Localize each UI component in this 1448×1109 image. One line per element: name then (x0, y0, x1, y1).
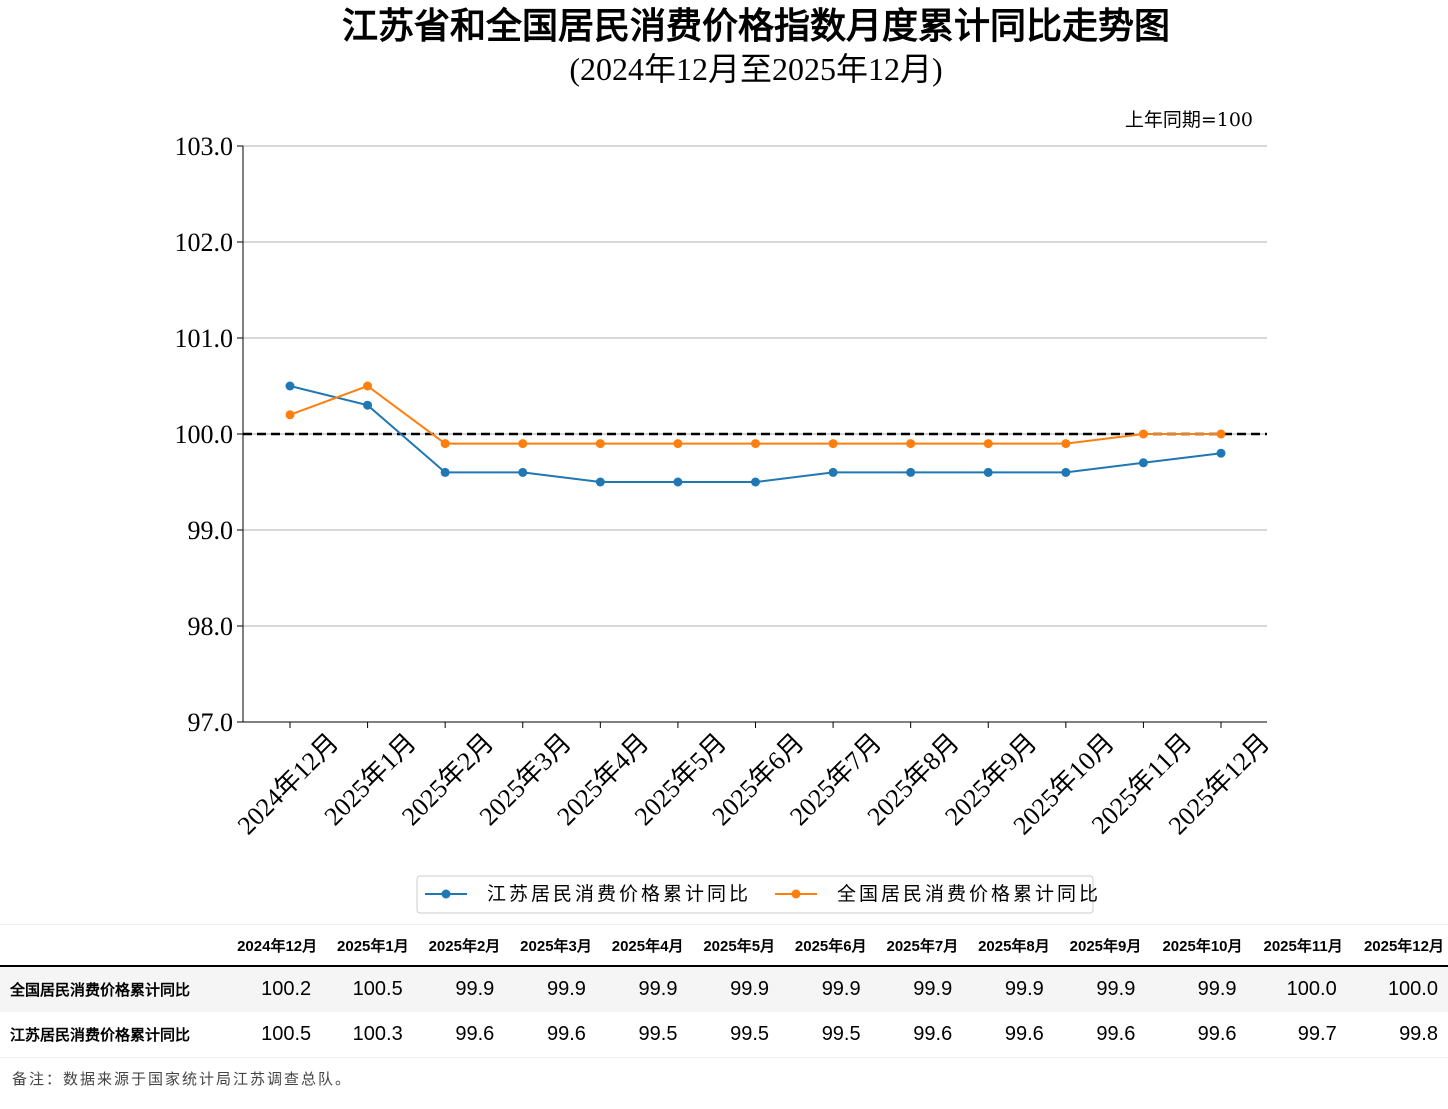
data-point (673, 477, 683, 487)
table-cell: 100.0 (1246, 966, 1347, 1012)
data-point (1061, 467, 1071, 477)
column-header: 2025年1月 (321, 924, 413, 967)
table-cell: 99.6 (1053, 1012, 1146, 1058)
legend-marker (791, 889, 801, 899)
y-tick-label: 102.0 (175, 228, 234, 257)
table-cell: 99.6 (412, 1012, 505, 1058)
chart-title: 江苏省和全国居民消费价格指数月度累计同比走势图 (342, 5, 1170, 47)
data-point (828, 467, 838, 477)
data-point (363, 400, 373, 410)
data-point (440, 467, 450, 477)
data-point (440, 439, 450, 449)
y-tick-label: 103.0 (175, 132, 234, 161)
table-cell: 99.9 (962, 966, 1054, 1012)
data-point (1216, 429, 1226, 439)
table-cell: 99.5 (595, 1012, 688, 1058)
table-cell: 99.9 (504, 966, 596, 1012)
y-tick-label: 98.0 (188, 612, 234, 641)
data-point (1061, 439, 1071, 449)
row-label: 全国居民消费价格累计同比 (0, 966, 220, 1012)
data-point (285, 381, 295, 391)
data-point (828, 439, 838, 449)
column-header: 2025年12月 (1346, 924, 1448, 967)
data-point (983, 467, 993, 477)
unit-note: 上年同期=100 (1125, 109, 1253, 131)
table-cell: 99.8 (1346, 1012, 1448, 1058)
data-point (983, 439, 993, 449)
data-point (518, 439, 528, 449)
legend-marker (441, 889, 451, 899)
column-header: 2025年10月 (1145, 924, 1247, 967)
column-header: 2025年3月 (504, 924, 596, 967)
column-header: 2025年4月 (595, 924, 688, 967)
chart-subtitle: (2024年12月至2025年12月) (569, 51, 942, 87)
data-point (518, 467, 528, 477)
data-point (363, 381, 373, 391)
table-cell: 100.5 (321, 966, 413, 1012)
table-cell: 99.5 (779, 1012, 871, 1058)
legend: 江苏居民消费价格累计同比 全国居民消费价格累计同比 (416, 875, 1101, 914)
table-cell: 100.0 (1346, 966, 1448, 1012)
column-header: 2025年2月 (412, 924, 505, 967)
data-point (1216, 448, 1226, 458)
table-cell: 99.9 (1053, 966, 1146, 1012)
table-corner (0, 924, 220, 967)
table-row: 江苏居民消费价格累计同比 100.5 100.3 99.6 99.6 99.5 99.5 99… (0, 1012, 1448, 1058)
table-cell: 100.5 (220, 1012, 322, 1058)
table-cell: 99.9 (870, 966, 963, 1012)
column-header: 2025年5月 (687, 924, 780, 967)
y-tick-label: 101.0 (175, 324, 234, 353)
data-point (595, 439, 605, 449)
row-label: 江苏居民消费价格累计同比 (0, 1012, 220, 1058)
line-chart: 江苏省和全国居民消费价格指数月度累计同比走势图 (2024年12月至2025年1… (175, 5, 1275, 914)
table-cell: 99.9 (1145, 966, 1247, 1012)
table-cell: 99.5 (687, 1012, 780, 1058)
y-tick-label: 100.0 (175, 420, 234, 449)
column-header: 2025年7月 (870, 924, 963, 967)
column-header: 2024年12月 (220, 924, 322, 967)
table-cell: 99.6 (504, 1012, 596, 1058)
table-cell: 99.6 (962, 1012, 1054, 1058)
data-point (595, 477, 605, 487)
data-point (285, 410, 295, 420)
column-header: 2025年8月 (962, 924, 1054, 967)
source-note: 备注：数据来源于国家统计局江苏调查总队。 (12, 1070, 353, 1088)
table-cell: 99.6 (1145, 1012, 1247, 1058)
data-table: 2024年12月 2025年1月 2025年2月 2025年3月 2025年4月 2025… (0, 924, 1448, 1058)
legend-label: 全国居民消费价格累计同比 (837, 883, 1101, 905)
data-point (1138, 429, 1148, 439)
table-cell: 99.9 (687, 966, 780, 1012)
x-tick-label: 2024年12月 (232, 728, 344, 840)
legend-label: 江苏居民消费价格累计同比 (487, 883, 751, 905)
y-tick-label: 99.0 (188, 516, 234, 545)
column-header: 2025年9月 (1053, 924, 1146, 967)
data-point (906, 467, 916, 477)
table-row: 全国居民消费价格累计同比 100.2 100.5 99.9 99.9 99.9 99.9 99… (0, 966, 1448, 1012)
table-cell: 99.6 (870, 1012, 963, 1058)
data-point (906, 439, 916, 449)
table-cell: 100.2 (220, 966, 322, 1012)
table-cell: 99.7 (1246, 1012, 1347, 1058)
data-point (673, 439, 683, 449)
column-header: 2025年6月 (779, 924, 871, 967)
y-tick-label: 97.0 (188, 708, 234, 737)
column-header: 2025年11月 (1246, 924, 1347, 967)
data-point (751, 477, 760, 487)
table-cell: 99.9 (779, 966, 871, 1012)
data-point (1138, 458, 1148, 468)
table-cell: 99.9 (595, 966, 688, 1012)
table-cell: 100.3 (321, 1012, 413, 1058)
table-cell: 99.9 (412, 966, 505, 1012)
data-point (751, 439, 760, 449)
